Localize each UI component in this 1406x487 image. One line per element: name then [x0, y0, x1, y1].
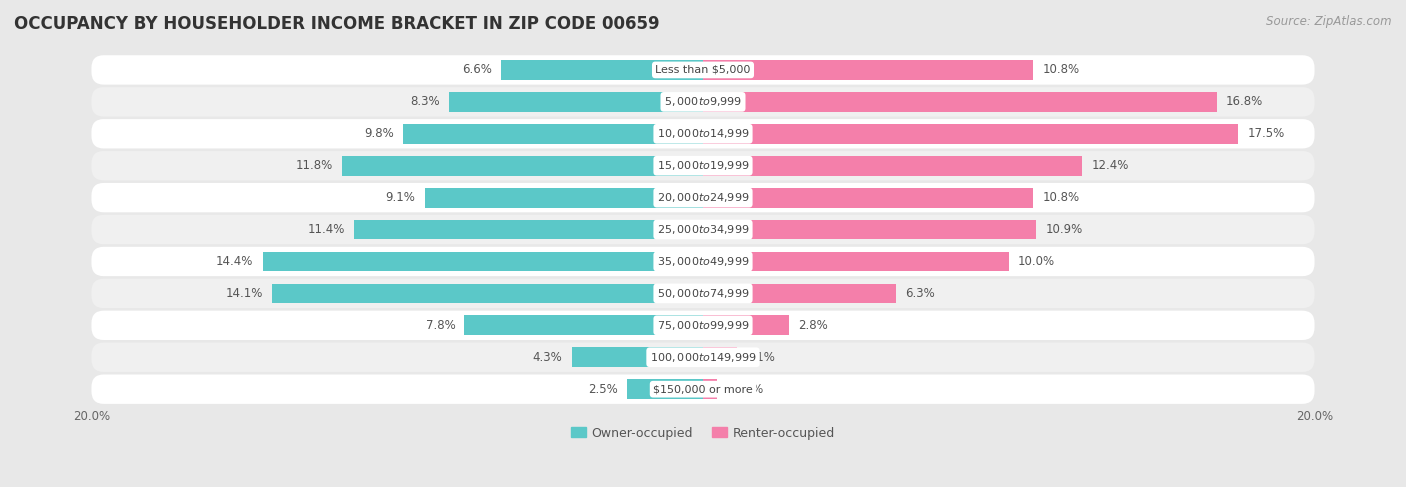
Bar: [703, 220, 1036, 240]
Text: 0.46%: 0.46%: [727, 383, 763, 396]
Text: 2.5%: 2.5%: [588, 383, 617, 396]
Text: 14.4%: 14.4%: [217, 255, 253, 268]
Text: 8.3%: 8.3%: [411, 95, 440, 108]
Text: $10,000 to $14,999: $10,000 to $14,999: [657, 127, 749, 140]
Text: 6.3%: 6.3%: [905, 287, 935, 300]
FancyBboxPatch shape: [91, 311, 1315, 340]
Bar: [703, 283, 896, 303]
Text: $50,000 to $74,999: $50,000 to $74,999: [657, 287, 749, 300]
Text: 14.1%: 14.1%: [225, 287, 263, 300]
Text: 10.0%: 10.0%: [1018, 255, 1054, 268]
FancyBboxPatch shape: [91, 375, 1315, 404]
Text: 4.3%: 4.3%: [533, 351, 562, 364]
Text: 10.8%: 10.8%: [1042, 63, 1080, 76]
Bar: [703, 187, 1033, 207]
Text: 10.8%: 10.8%: [1042, 191, 1080, 204]
FancyBboxPatch shape: [91, 151, 1315, 180]
Text: $35,000 to $49,999: $35,000 to $49,999: [657, 255, 749, 268]
Bar: [703, 252, 1008, 271]
Legend: Owner-occupied, Renter-occupied: Owner-occupied, Renter-occupied: [565, 422, 841, 445]
FancyBboxPatch shape: [91, 279, 1315, 308]
Bar: [703, 92, 1216, 112]
Text: 10.9%: 10.9%: [1046, 223, 1083, 236]
Text: $25,000 to $34,999: $25,000 to $34,999: [657, 223, 749, 236]
Bar: [703, 347, 737, 367]
Text: OCCUPANCY BY HOUSEHOLDER INCOME BRACKET IN ZIP CODE 00659: OCCUPANCY BY HOUSEHOLDER INCOME BRACKET …: [14, 15, 659, 33]
Text: $75,000 to $99,999: $75,000 to $99,999: [657, 319, 749, 332]
FancyBboxPatch shape: [91, 215, 1315, 244]
Text: $15,000 to $19,999: $15,000 to $19,999: [657, 159, 749, 172]
Bar: [571, 347, 703, 367]
Text: $5,000 to $9,999: $5,000 to $9,999: [664, 95, 742, 108]
Bar: [703, 156, 1083, 176]
Bar: [449, 92, 703, 112]
Text: 11.8%: 11.8%: [295, 159, 333, 172]
Text: 12.4%: 12.4%: [1091, 159, 1129, 172]
Text: 2.8%: 2.8%: [797, 319, 828, 332]
Bar: [703, 379, 717, 399]
FancyBboxPatch shape: [91, 87, 1315, 116]
Bar: [703, 124, 1239, 144]
Text: 11.4%: 11.4%: [308, 223, 346, 236]
Bar: [354, 220, 703, 240]
Text: 6.6%: 6.6%: [463, 63, 492, 76]
Bar: [703, 316, 789, 335]
Text: 7.8%: 7.8%: [426, 319, 456, 332]
Text: 16.8%: 16.8%: [1226, 95, 1263, 108]
Text: 17.5%: 17.5%: [1247, 127, 1285, 140]
Text: Source: ZipAtlas.com: Source: ZipAtlas.com: [1267, 15, 1392, 28]
FancyBboxPatch shape: [91, 342, 1315, 372]
Bar: [271, 283, 703, 303]
FancyBboxPatch shape: [91, 55, 1315, 85]
FancyBboxPatch shape: [91, 247, 1315, 276]
Bar: [627, 379, 703, 399]
Text: $150,000 or more: $150,000 or more: [654, 384, 752, 394]
Bar: [464, 316, 703, 335]
Text: $20,000 to $24,999: $20,000 to $24,999: [657, 191, 749, 204]
Bar: [501, 60, 703, 80]
Bar: [404, 124, 703, 144]
FancyBboxPatch shape: [91, 119, 1315, 149]
Text: 1.1%: 1.1%: [745, 351, 776, 364]
Text: Less than $5,000: Less than $5,000: [655, 65, 751, 75]
Text: 9.1%: 9.1%: [385, 191, 416, 204]
Bar: [263, 252, 703, 271]
Text: 9.8%: 9.8%: [364, 127, 394, 140]
Text: $100,000 to $149,999: $100,000 to $149,999: [650, 351, 756, 364]
Bar: [703, 60, 1033, 80]
FancyBboxPatch shape: [91, 183, 1315, 212]
Bar: [425, 187, 703, 207]
Bar: [342, 156, 703, 176]
